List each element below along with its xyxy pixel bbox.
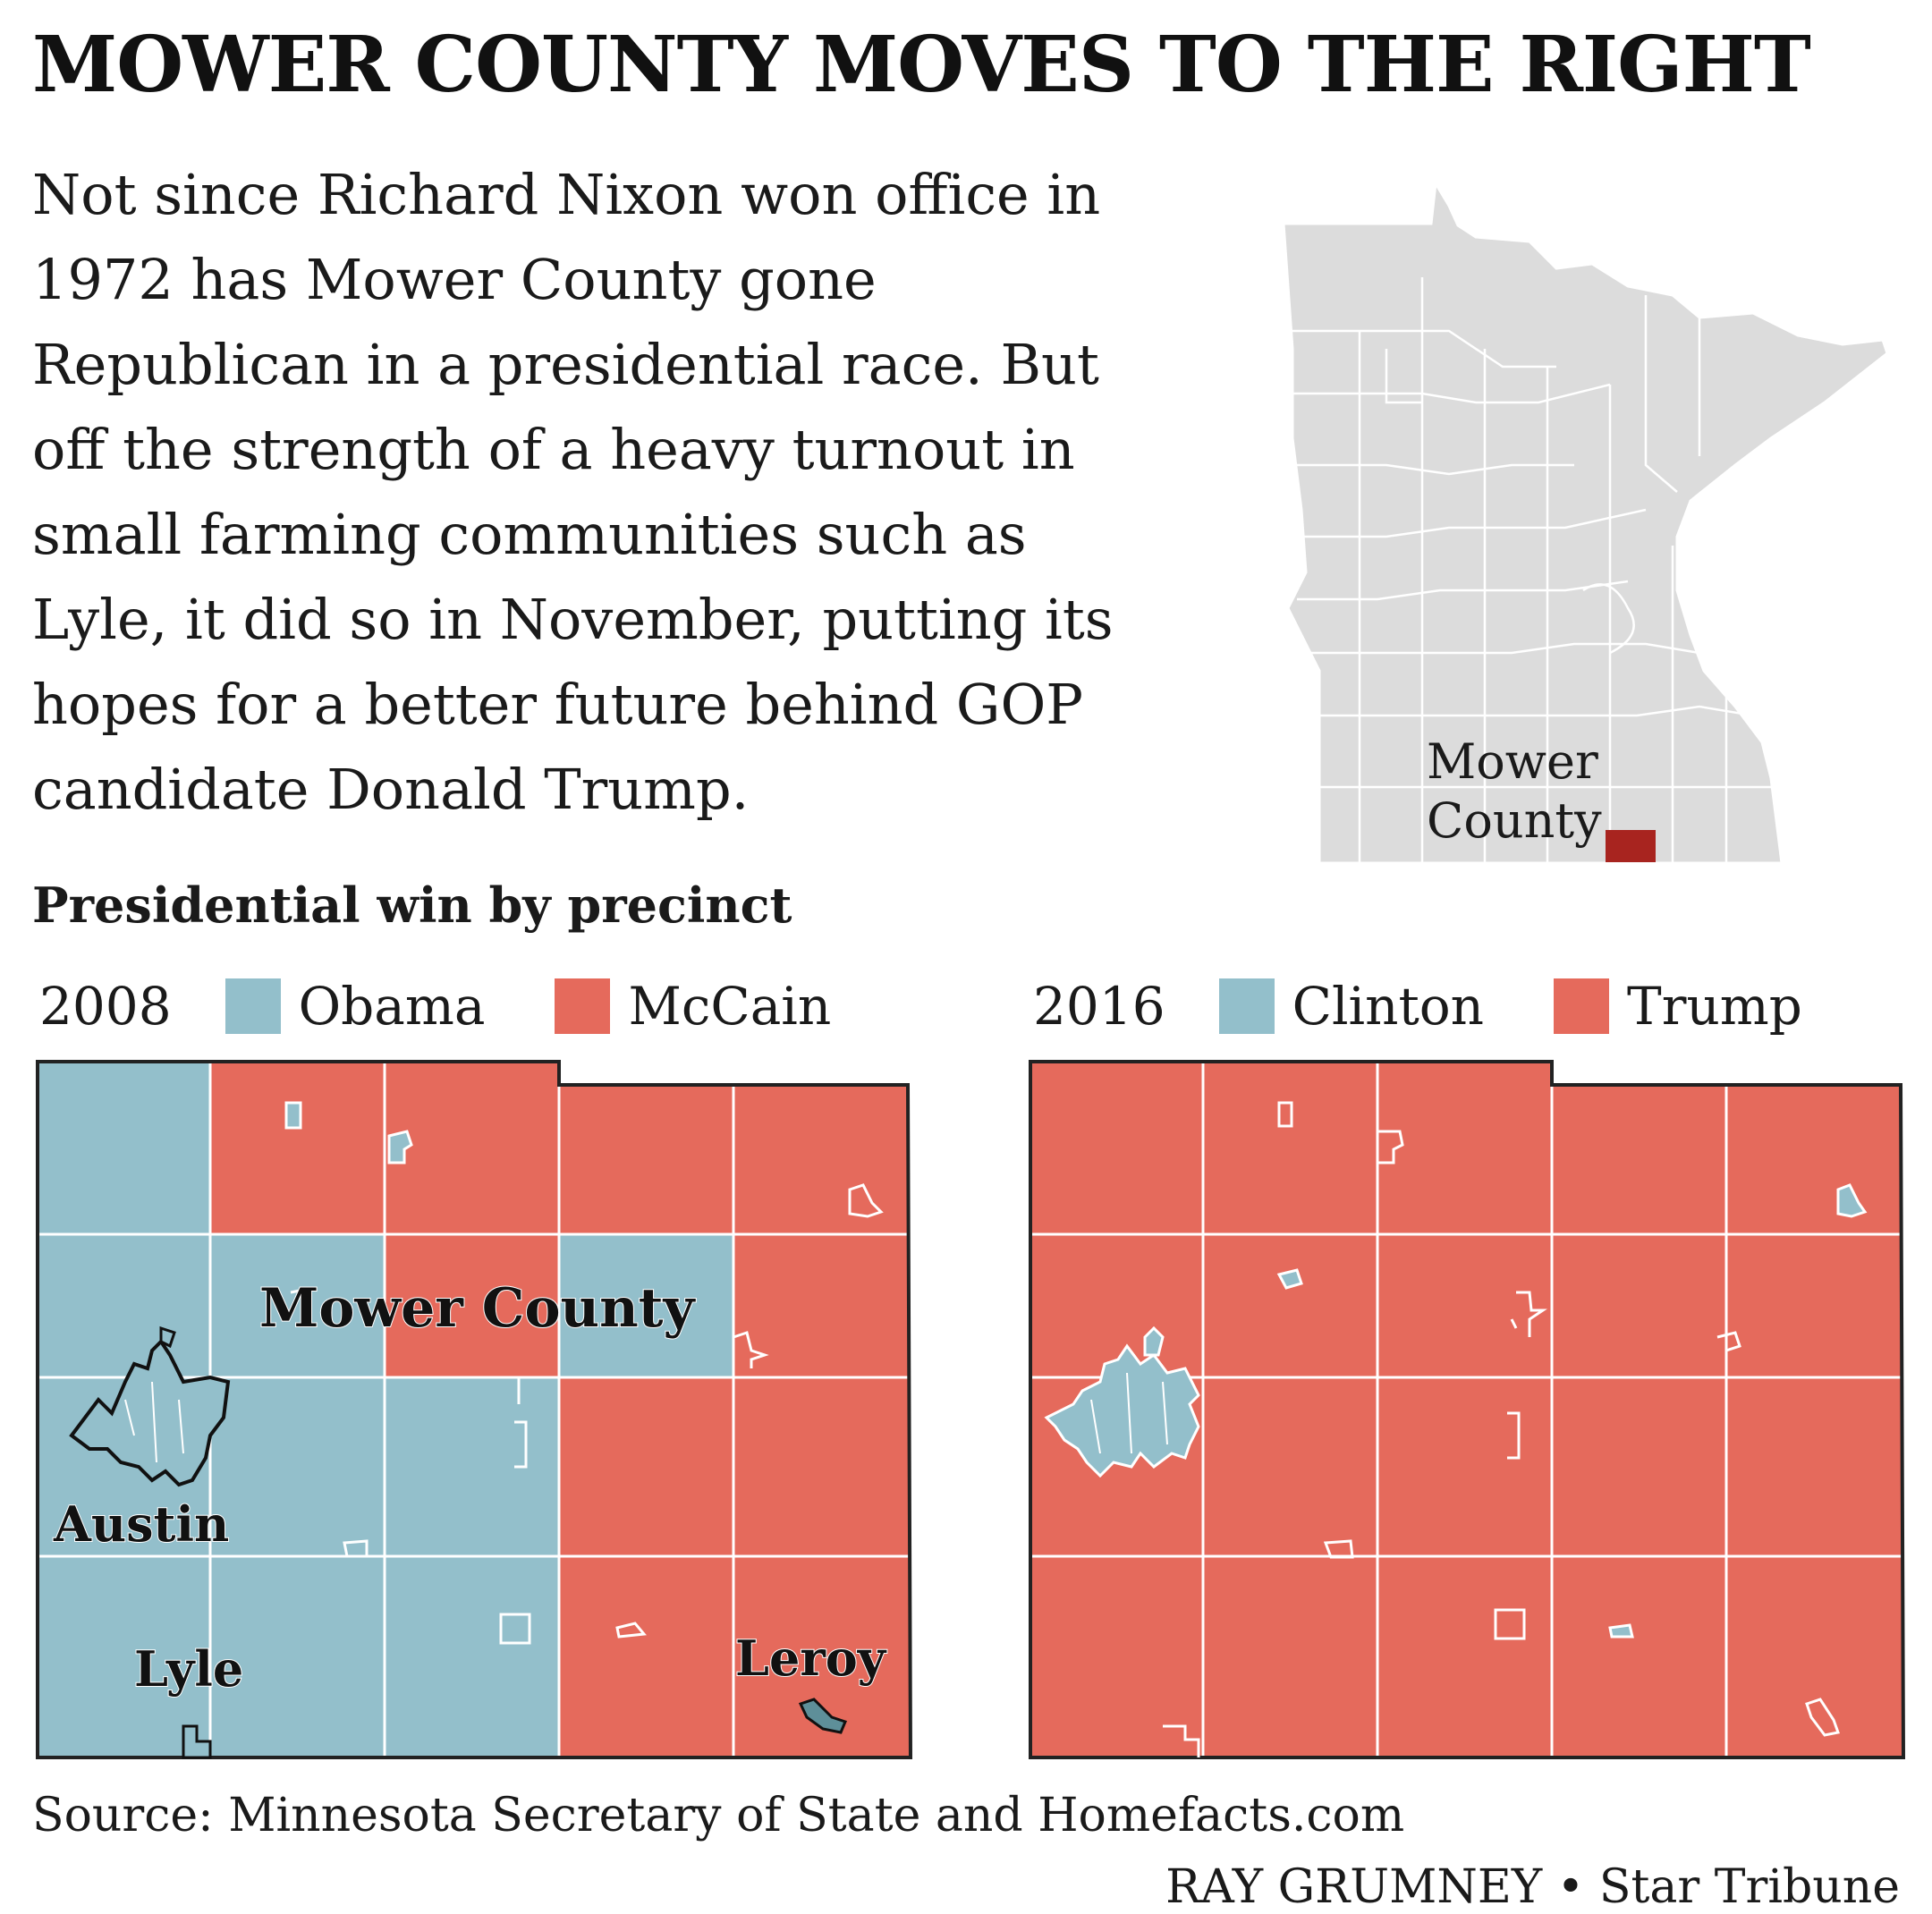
legend-2008: 2008 Obama McCain <box>39 975 901 1037</box>
source-note: Source: Minnesota Secretary of State and… <box>32 1789 1405 1842</box>
austin-city-precincts <box>69 1338 231 1487</box>
democrat-swatch <box>1218 978 1275 1034</box>
republican-swatch <box>1554 978 1610 1034</box>
austin-precinct <box>1143 1325 1165 1357</box>
county-name-label: Mower County <box>259 1277 696 1340</box>
precinct-cell <box>557 1376 735 1558</box>
intro-line: Not since Richard Nixon won office in <box>32 162 1101 227</box>
precinct-map-2008: Mower County Austin Lyle Leroy <box>36 1060 912 1759</box>
precinct-cell <box>1550 1554 1728 1759</box>
locator-label-line2: County <box>1427 792 1602 849</box>
legend-year: 2008 <box>39 976 172 1037</box>
precinct-cell <box>1724 1554 1905 1759</box>
austin-precinct <box>159 1325 176 1349</box>
legend-dem-label: Clinton <box>1292 976 1485 1037</box>
precinct-cell <box>1376 1376 1554 1558</box>
county-boundaries <box>1292 277 1771 863</box>
precinct-cell <box>1376 1554 1554 1759</box>
lyle-city-precinct <box>182 1724 212 1759</box>
precinct-cell <box>208 1060 386 1236</box>
precinct-cell <box>383 1232 561 1379</box>
precinct-cell <box>1201 1376 1379 1558</box>
precinct-cell <box>1029 1060 1205 1236</box>
intro-line: off the strength of a heavy turnout in <box>32 417 1075 482</box>
austin-precinct-lines <box>124 1381 184 1463</box>
precinct-cell <box>208 1232 386 1379</box>
locator-label-line1: Mower <box>1427 733 1598 790</box>
map-subhead: Presidential win by precinct <box>32 877 792 934</box>
precinct-cell <box>732 1376 912 1558</box>
precinct-cell <box>208 1376 386 1558</box>
county-outline <box>36 1060 912 1759</box>
small-town-outlines <box>284 1101 884 1645</box>
austin-precinct-lines <box>1090 1372 1168 1454</box>
legend-year: 2016 <box>1033 976 1165 1037</box>
republican-swatch <box>555 978 611 1034</box>
precinct-cell <box>383 1376 561 1558</box>
precinct-cell <box>557 1083 735 1236</box>
precinct-grid <box>36 1060 912 1759</box>
austin-city-precincts <box>1044 1343 1200 1478</box>
precinct-cell <box>36 1554 212 1759</box>
mower-county-highlight <box>1606 830 1656 862</box>
precinct-cell <box>36 1232 212 1379</box>
precinct-cell <box>557 1554 735 1759</box>
precinct-cell <box>1376 1060 1554 1236</box>
legend-rep-label: McCain <box>628 976 832 1037</box>
minnesota-locator-map: Mower County <box>1282 179 1889 865</box>
precinct-cell <box>1550 1083 1728 1236</box>
democrat-swatch <box>225 978 281 1034</box>
precinct-cell <box>732 1083 912 1236</box>
intro-line: small farming communities such as <box>32 502 1027 567</box>
county-outline <box>1029 1060 1905 1759</box>
precinct-cell <box>1724 1083 1905 1236</box>
legend-dem-label: Obama <box>298 976 486 1037</box>
precinct-cell <box>383 1554 561 1759</box>
precinct-cell <box>1550 1232 1728 1379</box>
precinct-cell <box>1201 1554 1379 1759</box>
intro-line: 1972 has Mower County gone <box>32 247 877 312</box>
leroy-label: Leroy <box>735 1630 887 1687</box>
precinct-cell <box>1376 1232 1554 1379</box>
austin-label: Austin <box>53 1495 229 1553</box>
legend-rep-label: Trump <box>1627 976 1802 1037</box>
precinct-cell <box>1029 1554 1205 1759</box>
precinct-map-2016 <box>1029 1060 1905 1759</box>
precinct-cell <box>1201 1232 1379 1379</box>
intro-line: candidate Donald Trump. <box>32 757 750 822</box>
precinct-cell <box>1201 1060 1379 1236</box>
legend-2016: 2016 Clinton Trump <box>1033 975 1872 1037</box>
precinct-cell <box>36 1060 212 1236</box>
intro-line: Lyle, it did so in November, putting its <box>32 587 1114 652</box>
precinct-cell <box>1724 1232 1905 1379</box>
leroy-city-precinct <box>798 1698 848 1734</box>
precinct-cell <box>1724 1376 1905 1558</box>
credit-line: RAY GRUMNEY • Star Tribune <box>1165 1860 1900 1914</box>
precinct-cell <box>1550 1376 1728 1558</box>
headline: MOWER COUNTY MOVES TO THE RIGHT <box>32 20 1811 110</box>
intro-line: Republican in a presidential race. But <box>32 332 1099 397</box>
intro-paragraph: Not since Richard Nixon won office in 19… <box>32 152 1195 832</box>
lyle-label: Lyle <box>134 1640 243 1698</box>
intro-line: hopes for a better future behind GOP <box>32 672 1084 737</box>
small-town-outlines <box>1163 1101 1868 1757</box>
precinct-cell <box>383 1060 561 1236</box>
precinct-cell <box>1029 1232 1205 1379</box>
